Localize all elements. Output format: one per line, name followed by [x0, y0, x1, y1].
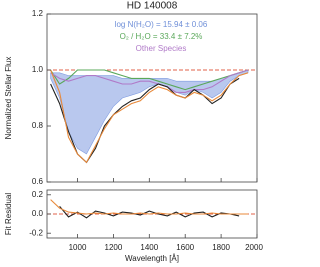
- annotation: O₂ / H₂O = 33.4 ± 7.2%: [120, 32, 203, 41]
- y-tick-label: -0.2: [29, 228, 43, 237]
- plot-area: [47, 199, 257, 219]
- plot-frame: [46, 13, 258, 183]
- y-tick-label: 0.2: [32, 190, 44, 199]
- y-tick-label: 0.6: [32, 177, 44, 186]
- y-tick-label: 1.0: [32, 65, 44, 74]
- x-tick-label: 1800: [212, 243, 230, 252]
- y-axis-label: Normalized Stellar Flux: [4, 57, 13, 140]
- y-tick-label: 0.8: [32, 121, 44, 130]
- x-tick-label: 2000: [245, 243, 263, 252]
- annotation-box: [112, 19, 210, 57]
- x-tick-label: 1000: [69, 243, 87, 252]
- chart-title: HD 140008: [127, 1, 178, 12]
- series-line: [50, 69, 249, 164]
- x-tick-label: 1400: [140, 243, 158, 252]
- series-line: [59, 205, 240, 219]
- chart: HD 140008 Normalized Stellar Flux 0.6 0.8 1.…: [4, 1, 263, 263]
- series-line: [50, 69, 249, 91]
- annotation: Other Species: [136, 44, 187, 53]
- series-line: [50, 69, 249, 93]
- x-tick-label: 1200: [105, 243, 123, 252]
- y-axis-label: Fit Residual: [4, 193, 13, 235]
- series-line: [50, 199, 248, 215]
- annotation: log N(H₂O) = 15.94 ± 0.06: [115, 20, 208, 29]
- y-tick-label: 0.0: [32, 209, 44, 218]
- x-tick-label: 1600: [176, 243, 194, 252]
- x-axis-label: Wavelength [Å]: [125, 254, 179, 263]
- y-tick-label: 1.2: [32, 9, 44, 18]
- uncertainty-band: [50, 69, 249, 155]
- plot-area: [47, 69, 257, 164]
